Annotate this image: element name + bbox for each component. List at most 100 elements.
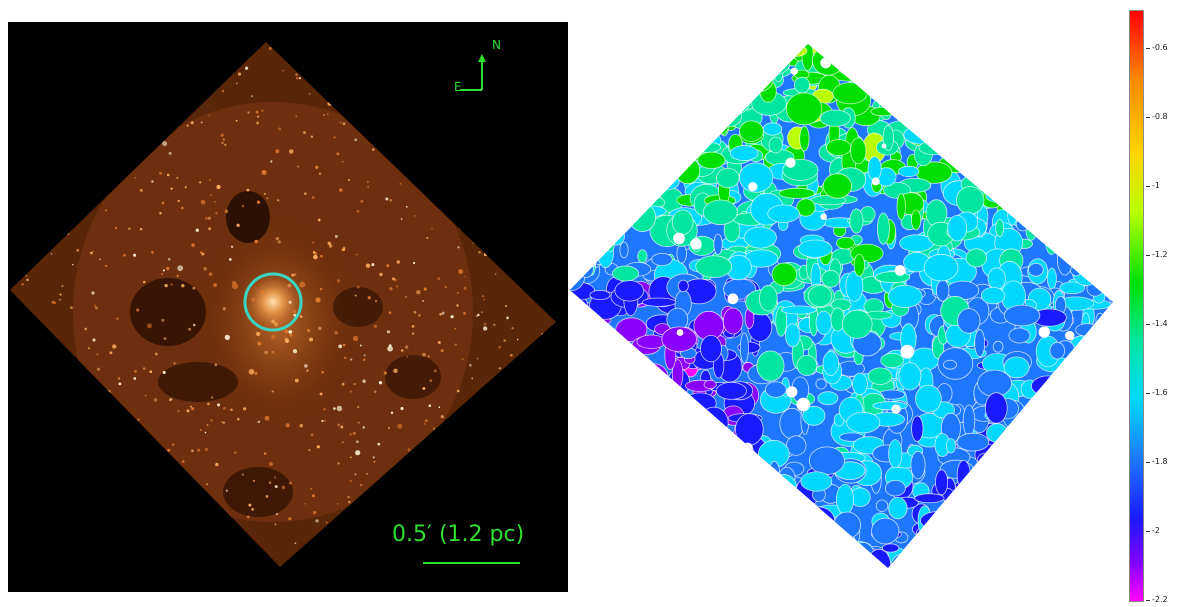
map-region (1076, 236, 1103, 258)
map-region (908, 62, 944, 91)
map-region (774, 521, 794, 545)
star (8, 546, 9, 548)
star (222, 138, 225, 141)
map-region (1088, 236, 1099, 248)
map-region (842, 54, 863, 76)
star (257, 420, 261, 424)
map-region (1056, 361, 1088, 384)
star (252, 479, 256, 483)
star (130, 570, 132, 572)
map-region (723, 68, 758, 81)
star (440, 415, 444, 419)
star (248, 503, 252, 507)
star (125, 432, 128, 435)
map-region (1099, 217, 1113, 228)
star (136, 308, 140, 312)
star (450, 513, 453, 515)
star (271, 350, 275, 354)
star (224, 334, 230, 341)
star (361, 518, 363, 520)
star (553, 195, 556, 199)
star (478, 250, 481, 254)
map-region (1068, 391, 1088, 424)
map-region (660, 545, 670, 560)
map-region (735, 455, 757, 465)
masked-star (1038, 326, 1050, 338)
star (564, 327, 566, 329)
map-region (644, 387, 673, 398)
star (206, 424, 209, 426)
star (118, 38, 120, 40)
star (337, 423, 341, 427)
star (208, 115, 210, 117)
map-region (1046, 267, 1057, 290)
star (132, 507, 135, 510)
star (72, 263, 74, 266)
colour-bar-tick-label: -1 (1152, 181, 1160, 190)
star (67, 45, 70, 48)
map-region (687, 548, 721, 563)
map-region (828, 44, 841, 49)
map-region (633, 531, 661, 542)
star (483, 252, 488, 257)
map-region (759, 284, 778, 312)
map-region (822, 173, 852, 199)
star (236, 82, 238, 85)
map-region (854, 51, 869, 64)
star (103, 503, 107, 507)
star (545, 227, 549, 231)
star (169, 517, 172, 520)
star (461, 409, 465, 413)
star (139, 228, 143, 231)
star (314, 251, 317, 255)
colour-bar-tick-label: -2.2 (1152, 595, 1168, 604)
map-region (618, 352, 647, 370)
star (235, 37, 237, 39)
map-region (983, 157, 994, 178)
star (122, 507, 125, 510)
masked-star (748, 182, 758, 192)
star (421, 109, 425, 113)
star (536, 474, 539, 477)
star (13, 338, 19, 344)
map-region (717, 519, 753, 550)
map-region (775, 509, 790, 526)
star (54, 344, 58, 348)
star (372, 148, 375, 151)
star (501, 36, 504, 39)
star (59, 298, 61, 301)
map-region (1100, 62, 1113, 87)
map-region (1092, 546, 1107, 568)
map-region (570, 44, 592, 69)
map-region (579, 101, 603, 113)
star (167, 257, 171, 261)
star (25, 368, 29, 372)
star (232, 538, 235, 541)
star (71, 372, 73, 375)
map-region (785, 92, 823, 126)
star (26, 259, 30, 263)
star (241, 29, 243, 31)
star (509, 354, 513, 357)
colour-bar-tick-label: -0.8 (1152, 112, 1168, 121)
star (419, 153, 421, 155)
star (507, 124, 510, 127)
star (480, 311, 483, 313)
star (16, 505, 20, 510)
map-region (1068, 219, 1091, 250)
star (470, 73, 473, 76)
map-region (911, 415, 924, 442)
map-region (1036, 409, 1049, 436)
map-region (661, 501, 680, 522)
map-region (671, 123, 683, 149)
map-region (675, 466, 686, 499)
map-region (1003, 356, 1030, 379)
star (163, 27, 166, 30)
map-region (672, 490, 703, 510)
star (27, 98, 30, 101)
map-region (700, 543, 737, 568)
map-region (917, 54, 932, 66)
star (472, 242, 474, 244)
map-region (700, 523, 717, 542)
star (421, 299, 425, 302)
